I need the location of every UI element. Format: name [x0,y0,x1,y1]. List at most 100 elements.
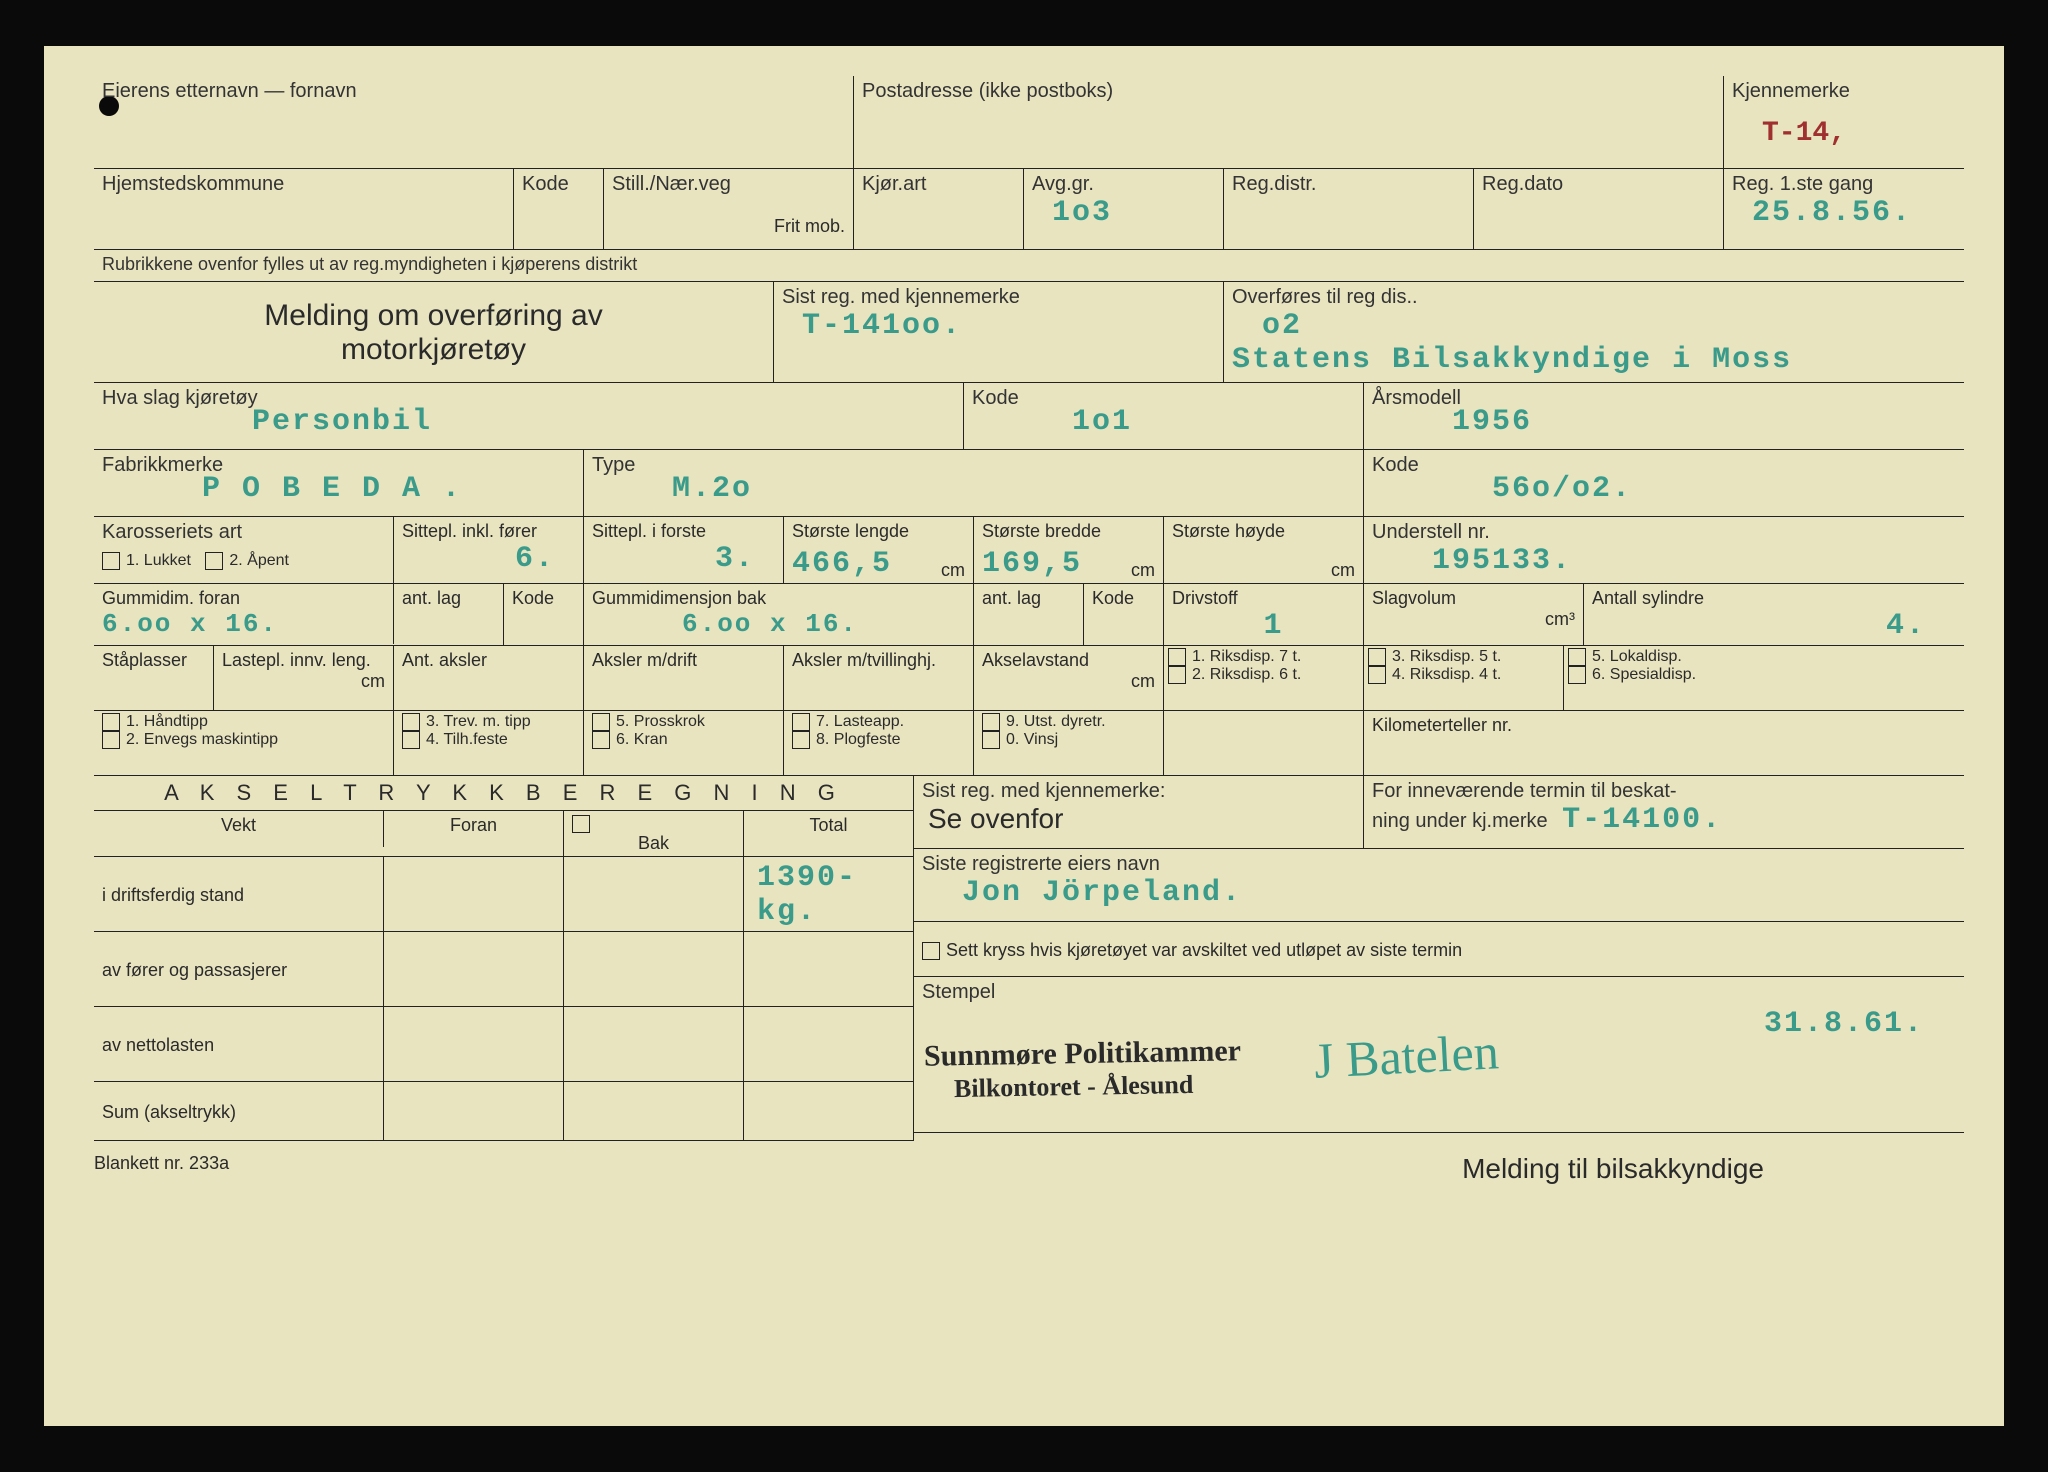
row-transfer: Melding om overføring av motorkjøretøy S… [94,281,1964,383]
apent-label: 2. Åpent [229,552,289,569]
drivstoff-value: 1 [1172,609,1355,643]
kran-checkbox[interactable] [592,731,610,749]
row-header-2: Hjemstedskommune Kode Still./Nær.veg Fri… [94,169,1964,250]
regdistr-label: Reg.distr. [1232,173,1465,196]
footer: Blankett nr. 233a Melding til bilsakkynd… [94,1141,1964,1185]
regforste-label: Reg. 1.ste gang [1732,173,1956,196]
antlag-label-2: ant. lag [982,588,1075,609]
row-tires: Gummidim. foran 6.oo x 16. ant. lag Kode… [94,584,1964,646]
blankett-nr: Blankett nr. 233a [94,1153,229,1185]
slag-value: Personbil [102,405,955,439]
gummi-bak-value: 6.oo x 16. [592,609,965,639]
aksler-tvilling-label: Aksler m/tvillinghj. [792,650,965,671]
lukket-checkbox[interactable] [102,552,120,570]
registration-card: Eierens etternavn — fornavn Postadresse … [44,46,2004,1426]
bredde-value: 169,5 [982,547,1082,581]
regdato-label: Reg.dato [1482,173,1715,196]
gummi-bak-label: Gummidimensjon bak [592,588,965,609]
handtipp-checkbox[interactable] [102,713,120,731]
right-bottom: Sist reg. med kjennemerke: Se ovenfor Fo… [914,776,1964,1141]
prosskrok-checkbox[interactable] [592,713,610,731]
tires-kode-label-2: Kode [1092,588,1155,609]
riksdisp1-checkbox[interactable] [1168,648,1186,666]
vehicle-kode-value: 1o1 [972,405,1355,439]
lasteapp-checkbox[interactable] [792,713,810,731]
frit-label: Frit mob. [612,216,845,237]
row-make: Fabrikkmerke P O B E D A . Type M.2o Kod… [94,450,1964,517]
akselavstand-label: Akselavstand [982,650,1155,671]
termin-label-2: ning under kj.merke [1372,810,1548,832]
tilh-checkbox[interactable] [402,731,420,749]
spesialdisp-checkbox[interactable] [1568,666,1586,684]
regforste-value: 25.8.56. [1732,196,1956,230]
cm-unit: cm [941,560,965,581]
weight-section-title: A K S E L T R Y K K B E R E G N I N G [94,776,913,811]
stamp-line-1: Sunnmøre Politikammer [924,1034,1241,1074]
owner-name-label: Eierens etternavn — fornavn [102,80,845,103]
gummi-foran-value: 6.oo x 16. [102,609,385,639]
overfores-label: Overføres til reg dis.. [1232,286,1956,309]
sistreg-value: T-141oo. [782,309,1215,343]
sittepl-value: 6. [402,542,575,576]
rb-sistreg-label: Sist reg. med kjennemerke: [922,780,1355,803]
vinsj-checkbox[interactable] [982,731,1000,749]
bak-checkbox[interactable] [572,815,590,833]
km-label: Kilometerteller nr. [1372,715,1956,736]
kode-label: Kode [522,173,595,196]
sistreg-label: Sist reg. med kjennemerke [782,286,1215,309]
overfores-code: o2 [1232,309,1956,343]
understell-value: 195133. [1372,544,1956,578]
antlag-label-1: ant. lag [402,588,495,609]
avggr-label: Avg.gr. [1032,173,1215,196]
hoyde-label: Største høyde [1172,521,1355,542]
lastepl-label: Lastepl. innv. leng. [222,650,385,671]
cm3-unit: cm³ [1545,609,1575,630]
avggr-value: 1o3 [1032,196,1215,230]
still-label: Still./Nær.veg [612,173,845,196]
lengde-label: Største lengde [792,521,965,542]
understell-label: Understell nr. [1372,521,1956,544]
lokaldisp-checkbox[interactable] [1568,648,1586,666]
transfer-title-2: motorkjøretøy [112,333,755,367]
stempel-date: 31.8.61. [1744,1007,1924,1041]
row-body: Karosseriets art 1. Lukket 2. Åpent Sitt… [94,517,1964,584]
stamp-line-2: Bilkontoret - Ålesund [954,1070,1194,1104]
stempel-label: Stempel [922,981,1956,1004]
row-equipment: 1. Håndtipp 2. Envegs maskintipp 3. Trev… [94,711,1964,776]
sylindre-value: 4. [1592,609,1956,643]
overfores-value: Statens Bilsakkyndige i Moss [1232,343,1956,377]
type-value: M.2o [592,472,1355,506]
arsmodell-value: 1956 [1372,405,1956,439]
bottom-section: A K S E L T R Y K K B E R E G N I N G Ve… [94,776,1964,1141]
transfer-title-1: Melding om overføring av [112,299,755,333]
riksdisp2-checkbox[interactable] [1168,666,1186,684]
termin-value: T-14100. [1552,803,1722,837]
kryss-checkbox[interactable] [922,942,940,960]
plogfeste-checkbox[interactable] [792,731,810,749]
trev-checkbox[interactable] [402,713,420,731]
riksdisp3-checkbox[interactable] [1368,648,1386,666]
kode2-value: 56o/o2. [1372,472,1956,506]
envegs-checkbox[interactable] [102,731,120,749]
staplasser-label: Ståplasser [102,650,205,671]
sittepl2-value: 3. [592,542,775,576]
weight-table: A K S E L T R Y K K B E R E G N I N G Ve… [94,776,914,1141]
apent-checkbox[interactable] [205,552,223,570]
tires-kode-label-1: Kode [512,588,575,609]
hjemsted-label: Hjemstedskommune [102,173,505,196]
sittepl-label: Sittepl. inkl. fører [402,521,575,542]
row-vehicle-type: Hva slag kjøretøy Personbil Kode 1o1 Års… [94,383,1964,450]
signature: J Batelen [1313,1022,1500,1090]
riksdisp4-checkbox[interactable] [1368,666,1386,684]
fabrikk-value: P O B E D A . [102,472,575,506]
termin-label-1: For inneværende termin til beskat- [1372,780,1956,803]
melding-til: Melding til bilsakkyndige [1462,1153,1964,1185]
eier-value: Jon Jörpeland. [922,876,1956,910]
bredde-label: Største bredde [982,521,1155,542]
weight-total-value: 1390-kg. [752,861,905,929]
rubrik-note: Rubrikkene ovenfor fylles ut av reg.mynd… [94,250,1964,281]
utst-checkbox[interactable] [982,713,1000,731]
slagvolum-label: Slagvolum [1372,588,1575,609]
lukket-label: 1. Lukket [126,552,191,569]
kaross-label: Karosseriets art [102,521,385,544]
